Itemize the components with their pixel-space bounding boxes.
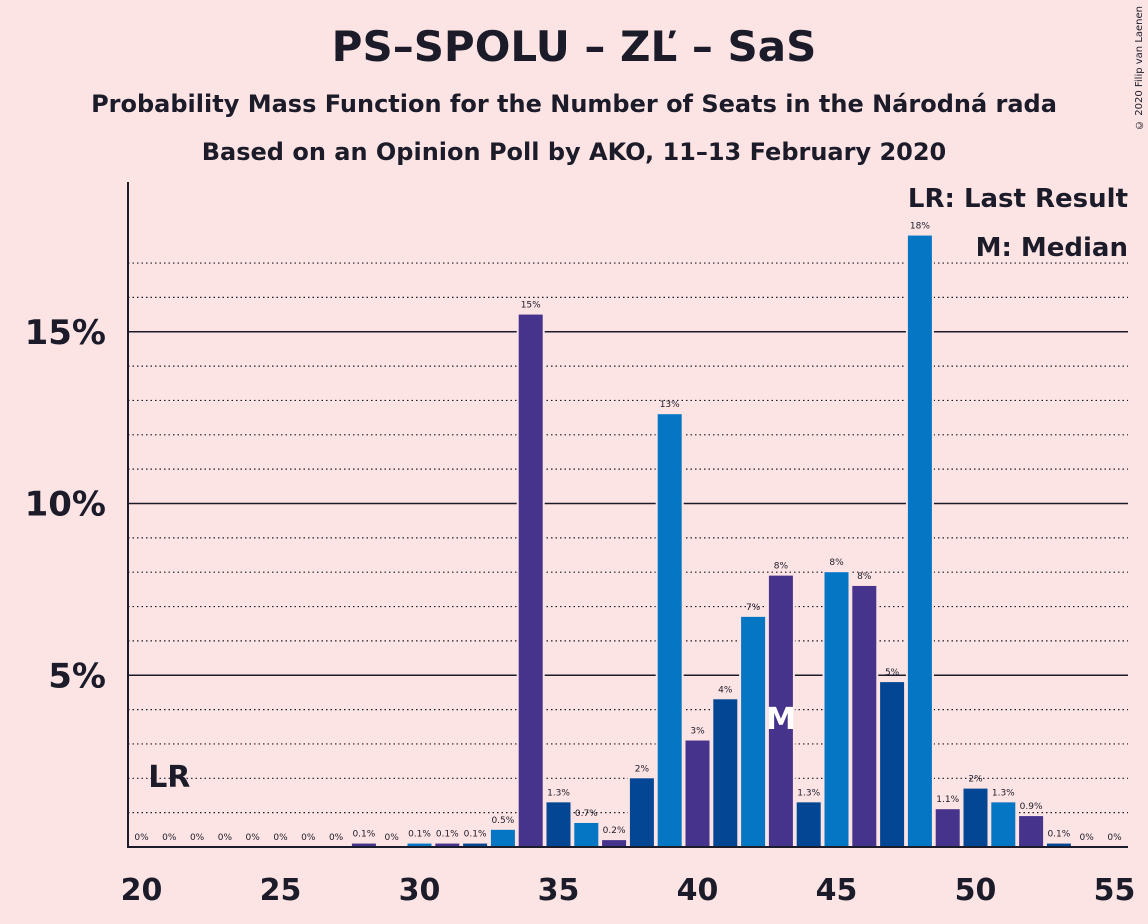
- data-label-seat-33: 0.5%: [491, 816, 514, 826]
- data-label-seat-37: 0.2%: [603, 826, 626, 836]
- bar-seat-52: [1019, 816, 1044, 847]
- bar-seat-44: [796, 802, 821, 847]
- y-tick-label: 10%: [25, 485, 106, 525]
- bar-seat-46: [852, 585, 877, 847]
- data-label-seat-44: 1.3%: [797, 788, 820, 798]
- bar-seat-35: [546, 802, 571, 847]
- data-label-seat-36: 0.7%: [575, 809, 598, 819]
- data-label-seat-53: 0.1%: [1047, 830, 1070, 840]
- data-label-seat-40: 3%: [690, 727, 705, 737]
- bar-seat-31: [435, 843, 460, 847]
- data-label-seat-23: 0%: [218, 833, 233, 843]
- bar-seat-32: [463, 843, 488, 847]
- x-tick-label: 20: [121, 873, 163, 908]
- data-label-seat-48: 18%: [910, 222, 930, 232]
- bar-seat-51: [991, 802, 1016, 847]
- x-tick-label: 25: [260, 873, 302, 908]
- bar-seat-37: [602, 840, 627, 847]
- y-tick-label: 5%: [48, 656, 106, 696]
- x-tick-label: 35: [538, 873, 580, 908]
- data-label-seat-29: 0%: [385, 833, 400, 843]
- last-result-marker: LR: [148, 760, 190, 795]
- bar-seat-53: [1046, 843, 1071, 847]
- data-label-seat-22: 0%: [190, 833, 205, 843]
- x-tick-label: 45: [816, 873, 858, 908]
- data-label-seat-49: 1.1%: [936, 795, 959, 805]
- data-label-seat-26: 0%: [301, 833, 316, 843]
- bar-seat-42: [741, 616, 766, 847]
- data-label-seat-50: 2%: [968, 775, 983, 785]
- chart-subtitle: Probability Mass Function for the Number…: [91, 90, 1057, 118]
- bar-seat-38: [629, 778, 654, 847]
- data-label-seat-42: 7%: [746, 603, 761, 613]
- data-label-seat-52: 0.9%: [1020, 802, 1043, 812]
- median-marker: M: [766, 702, 796, 737]
- data-label-seat-28: 0.1%: [352, 830, 375, 840]
- data-label-seat-20: 0%: [134, 833, 149, 843]
- data-label-seat-25: 0%: [273, 833, 288, 843]
- data-label-seat-21: 0%: [162, 833, 177, 843]
- data-label-seat-55: 0%: [1107, 833, 1122, 843]
- data-label-seat-32: 0.1%: [464, 830, 487, 840]
- data-label-seat-54: 0%: [1080, 833, 1095, 843]
- bar-seat-47: [880, 682, 905, 847]
- bar-seat-39: [657, 414, 682, 847]
- bar-seat-28: [351, 843, 376, 847]
- data-label-seat-27: 0%: [329, 833, 344, 843]
- legend-median: M: Median: [975, 233, 1128, 263]
- y-tick-label: 15%: [25, 313, 106, 353]
- bar-seat-50: [963, 788, 988, 847]
- data-label-seat-38: 2%: [635, 764, 650, 774]
- data-label-seat-39: 13%: [660, 400, 680, 410]
- data-label-seat-45: 8%: [829, 558, 844, 568]
- bar-seat-45: [824, 572, 849, 847]
- data-label-seat-51: 1.3%: [992, 788, 1015, 798]
- x-tick-label: 55: [1094, 873, 1136, 908]
- bar-seat-36: [574, 822, 599, 847]
- bar-seat-41: [713, 699, 738, 847]
- data-label-seat-35: 1.3%: [547, 788, 570, 798]
- chart-title: PS–SPOLU – ZĽ – SaS: [331, 22, 817, 71]
- bar-seat-30: [407, 843, 432, 847]
- data-label-seat-41: 4%: [718, 685, 733, 695]
- data-label-seat-47: 5%: [885, 668, 900, 678]
- legend-last-result: LR: Last Result: [907, 184, 1128, 214]
- x-tick-label: 50: [955, 873, 997, 908]
- bar-seat-48: [907, 235, 932, 847]
- data-label-seat-24: 0%: [246, 833, 261, 843]
- data-label-seat-43: 8%: [774, 562, 789, 572]
- data-label-seat-34: 15%: [521, 301, 541, 311]
- bar-seat-49: [935, 809, 960, 847]
- data-label-seat-46: 8%: [857, 572, 872, 582]
- chart-subtitle-source: Based on an Opinion Poll by AKO, 11–13 F…: [201, 138, 947, 166]
- bar-seat-33: [490, 829, 515, 847]
- bar-seat-34: [518, 314, 543, 847]
- data-label-seat-30: 0.1%: [408, 830, 431, 840]
- bar-seat-43: [768, 575, 793, 847]
- x-tick-label: 30: [399, 873, 441, 908]
- bar-seat-40: [685, 740, 710, 847]
- data-label-seat-31: 0.1%: [436, 830, 459, 840]
- x-tick-label: 40: [677, 873, 719, 908]
